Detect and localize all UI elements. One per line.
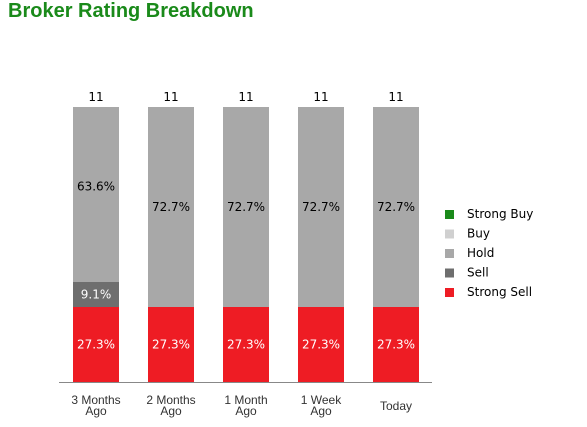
total-label-4: 11 — [388, 90, 403, 104]
data-label-hold-0: 63.6% — [77, 180, 115, 194]
data-label-strong-sell-1: 27.3% — [152, 338, 190, 352]
bar-hold-4 — [373, 107, 419, 307]
bar-hold-3 — [298, 107, 344, 307]
data-label-strong-sell-4: 27.3% — [377, 338, 415, 352]
data-label-strong-sell-2: 27.3% — [227, 338, 265, 352]
legend-label-strong-buy: Strong Buy — [467, 207, 533, 221]
total-label-0: 11 — [88, 90, 103, 104]
chart-title: Broker Rating Breakdown — [8, 0, 254, 22]
bar-strong-sell-1 — [148, 307, 194, 382]
data-label-hold-1: 72.7% — [152, 200, 190, 214]
legend-label-sell: Sell — [467, 266, 489, 280]
category-label-1: 2 Months Ago — [146, 393, 195, 418]
bar-hold-0 — [73, 107, 119, 282]
data-label-hold-2: 72.7% — [227, 200, 265, 214]
legend-swatch-sell — [445, 268, 454, 278]
category-label-4: Today — [380, 399, 412, 413]
legend-swatch-strong-buy — [445, 210, 454, 219]
bar-sell-0 — [73, 282, 119, 307]
legend-label-strong-sell: Strong Sell — [467, 285, 532, 299]
category-label-2: 1 Month Ago — [224, 393, 267, 418]
category-label-3: 1 Week Ago — [301, 393, 342, 418]
total-label-3: 11 — [313, 90, 328, 104]
total-label-2: 11 — [238, 90, 253, 104]
legend-swatch-buy — [445, 229, 454, 239]
data-label-strong-sell-3: 27.3% — [302, 338, 340, 352]
legend-label-hold: Hold — [467, 246, 494, 260]
bar-strong-sell-0 — [73, 307, 119, 382]
total-label-1: 11 — [163, 90, 178, 104]
data-label-hold-4: 72.7% — [377, 200, 415, 214]
bar-hold-2 — [223, 107, 269, 307]
category-label-0: 3 Months Ago — [71, 393, 120, 418]
legend-label-buy: Buy — [467, 227, 490, 241]
bar-strong-sell-3 — [298, 307, 344, 382]
bar-hold-1 — [148, 107, 194, 307]
legend-swatch-hold — [445, 249, 454, 258]
data-label-strong-sell-0: 27.3% — [77, 338, 115, 352]
legend-swatch-strong-sell — [445, 288, 454, 297]
data-label-hold-3: 72.7% — [302, 200, 340, 214]
data-label-sell-0: 9.1% — [81, 288, 112, 302]
bar-strong-sell-4 — [373, 307, 419, 382]
bar-strong-sell-2 — [223, 307, 269, 382]
